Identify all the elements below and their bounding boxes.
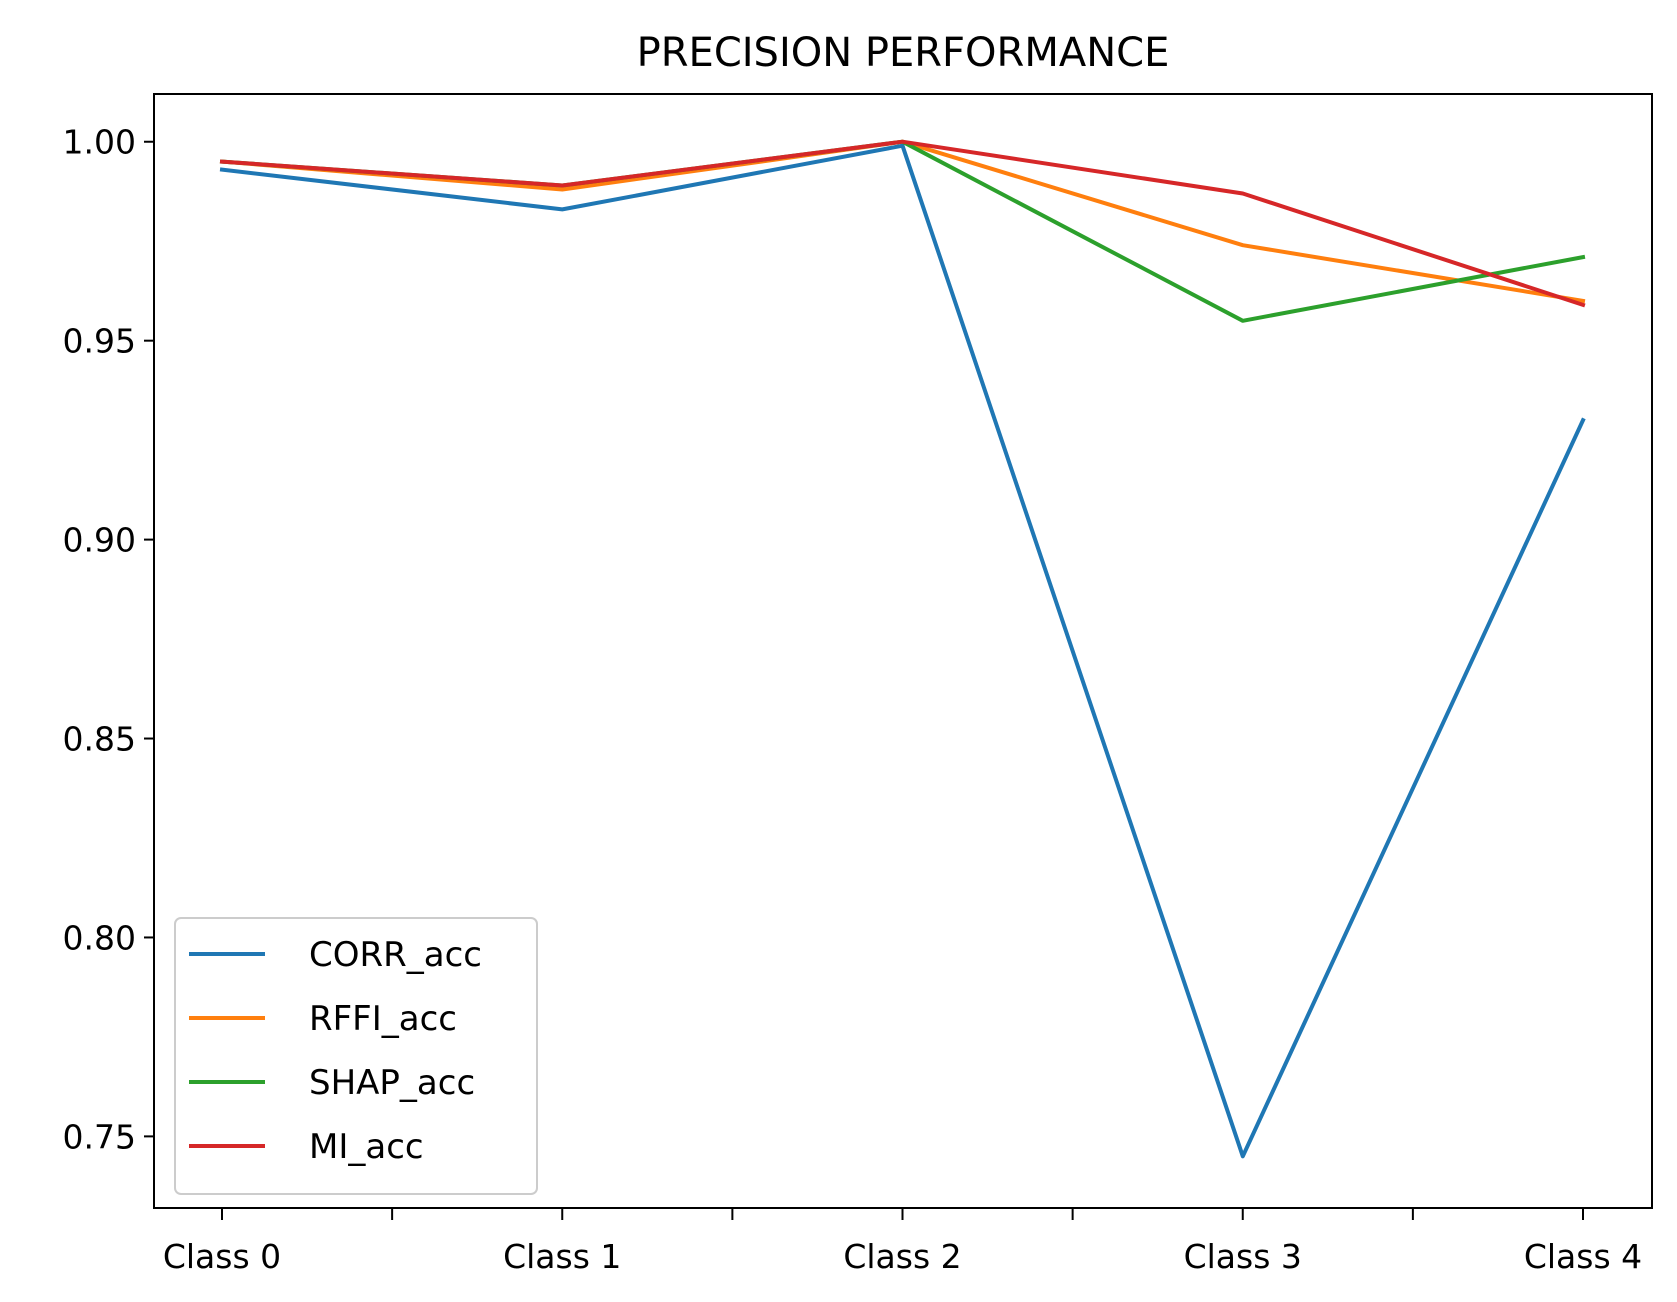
x-tick-label: Class 1 bbox=[503, 1237, 621, 1276]
x-tick-label: Class 0 bbox=[163, 1237, 281, 1276]
legend-label: SHAP_acc bbox=[309, 1063, 475, 1103]
chart-title: PRECISION PERFORMANCE bbox=[637, 30, 1170, 76]
y-tick-label: 0.95 bbox=[63, 322, 136, 361]
y-tick-label: 0.85 bbox=[63, 720, 136, 759]
y-tick-label: 1.00 bbox=[63, 123, 136, 162]
series-line-corr-acc bbox=[219, 143, 1586, 1159]
axes: 0.75 0.80 0.85 0.90 0.95 1.00 Class 0 Class 1 Cl… bbox=[63, 123, 1643, 1276]
legend-label: MI_acc bbox=[309, 1127, 424, 1167]
y-tick-label: 0.75 bbox=[63, 1117, 136, 1156]
plot-area bbox=[219, 139, 1586, 1159]
legend-label: CORR_acc bbox=[309, 935, 482, 975]
legend-label: RFFI_acc bbox=[309, 999, 457, 1039]
x-tick-label: Class 3 bbox=[1184, 1237, 1302, 1276]
y-tick-label: 0.80 bbox=[63, 918, 136, 957]
y-tick-label: 0.90 bbox=[63, 521, 136, 560]
x-tick-label: Class 2 bbox=[843, 1237, 961, 1276]
x-tick-label: Class 4 bbox=[1524, 1237, 1642, 1276]
legend-box bbox=[174, 917, 538, 1195]
series-line-mi-acc bbox=[219, 139, 1586, 308]
legend: CORR_acc RFFI_acc SHAP_acc MI_acc bbox=[174, 917, 538, 1195]
